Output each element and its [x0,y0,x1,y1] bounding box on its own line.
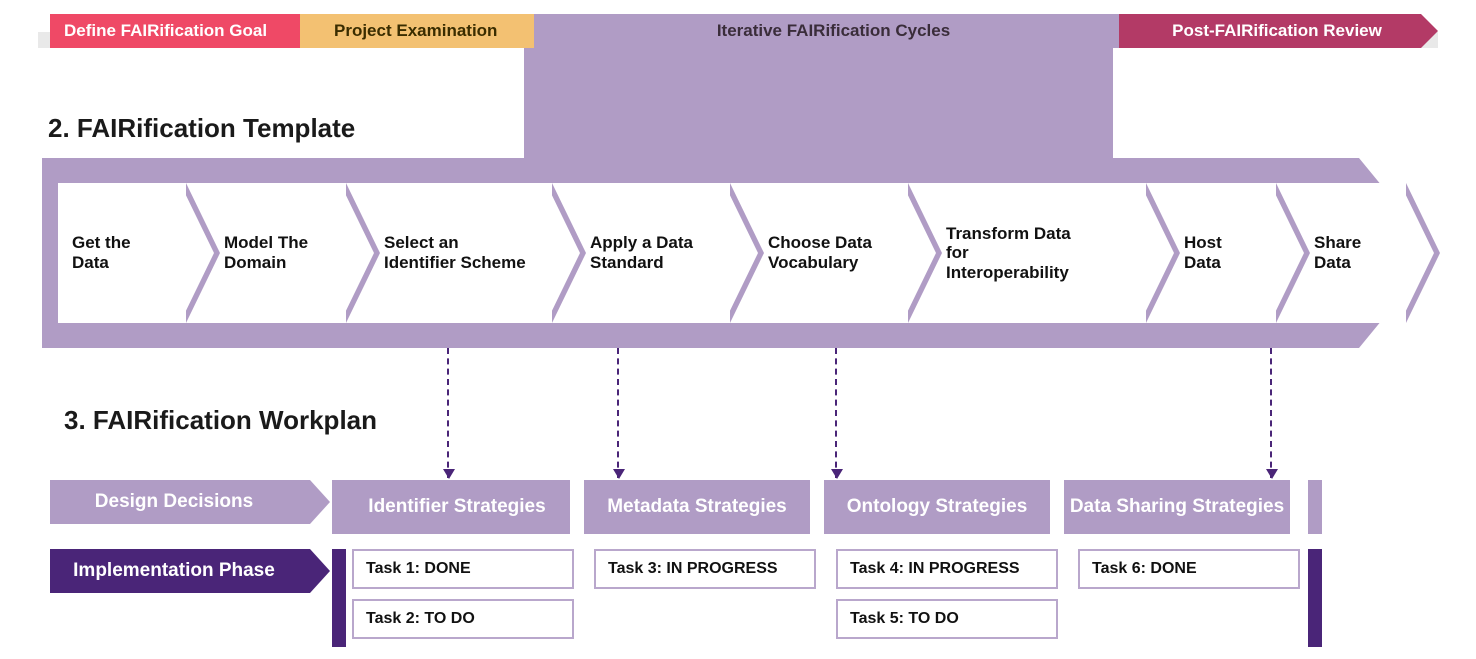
heading-template: 2. FAIRification Template [48,113,355,144]
phase-post-review: Post-FAIRification Review [1119,14,1421,48]
impl-row-precap [332,549,346,647]
task-6: Task 6: DONE [1078,549,1300,589]
connector-identifier [447,348,449,478]
task-5: Task 5: TO DO [836,599,1058,639]
heading-workplan: 3. FAIRification Workplan [64,405,377,436]
step-label: Transform Data for Interoperability [946,224,1096,283]
design-row-endcap [1308,480,1322,534]
step-label: Model The Domain [224,233,322,272]
task-grid: Task 1: DONE Task 3: IN PROGRESS Task 4:… [352,549,1300,639]
strategy-ontology: Ontology Strategies [824,480,1050,534]
impl-row-endcap [1308,549,1322,647]
phase3-drop-connector [524,48,1113,160]
row-implementation: Implementation Phase [50,549,310,593]
implementation-phase-label: Implementation Phase [50,549,310,593]
task-3: Task 3: IN PROGRESS [594,549,816,589]
strategy-metadata: Metadata Strategies [584,480,810,534]
connector-metadata [617,348,619,478]
step-label: Choose Data Vocabulary [768,233,884,272]
strategy-identifier: Identifier Strategies [344,480,570,534]
template-band: Get the Data Model The Domain Select an … [42,158,1437,348]
connector-sharing [1270,348,1272,478]
step-label: Select an Identifier Scheme [384,233,528,272]
connector-ontology [835,348,837,478]
template-steps: Get the Data Model The Domain Select an … [58,183,1400,323]
phase-iterative-cycles: Iterative FAIRification Cycles [534,14,1119,48]
strategy-headers: Identifier Strategies Metadata Strategie… [344,480,1290,534]
design-decisions-label: Design Decisions [50,480,310,524]
task-2: Task 2: TO DO [352,599,574,639]
strategy-sharing: Data Sharing Strategies [1064,480,1290,534]
step-label: Host Data [1184,233,1252,272]
task-4: Task 4: IN PROGRESS [836,549,1058,589]
phase-define-goal: Define FAIRification Goal [50,14,300,48]
phase-arrows: Define FAIRification Goal Project Examin… [50,14,1421,48]
step-get-data: Get the Data [58,183,180,323]
step-label: Get the Data [72,233,162,272]
row-design-decisions: Design Decisions [50,480,310,524]
step-label: Share Data [1314,233,1382,272]
step-label: Apply a Data Standard [590,233,706,272]
phase-project-exam: Project Examination [300,14,534,48]
task-1: Task 1: DONE [352,549,574,589]
